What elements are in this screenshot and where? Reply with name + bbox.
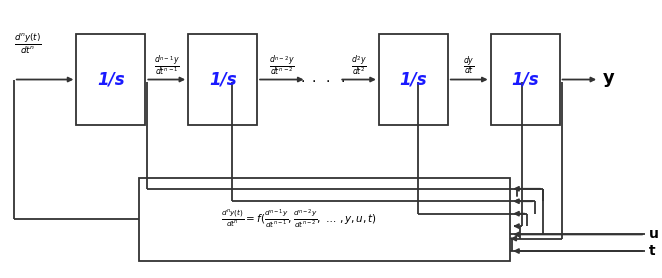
FancyBboxPatch shape (379, 34, 448, 125)
Text: $\mathbf{y}$: $\mathbf{y}$ (602, 71, 616, 88)
Text: $\frac{d^2y}{dt^2}$: $\frac{d^2y}{dt^2}$ (351, 54, 367, 77)
Text: 1/s: 1/s (209, 71, 236, 88)
Text: $\frac{d^{n-1}y}{dt^{n-1}}$: $\frac{d^{n-1}y}{dt^{n-1}}$ (154, 54, 179, 77)
FancyBboxPatch shape (76, 34, 146, 125)
Text: $\mathbf{t}$: $\mathbf{t}$ (648, 244, 657, 258)
Text: $\mathbf{u}$: $\mathbf{u}$ (648, 227, 659, 241)
Text: 1/s: 1/s (399, 71, 427, 88)
Text: 1/s: 1/s (511, 71, 539, 88)
Text: $\frac{d^{n-2}y}{dt^{n-2}}$: $\frac{d^{n-2}y}{dt^{n-2}}$ (269, 54, 295, 77)
FancyBboxPatch shape (491, 34, 559, 125)
Text: 1/s: 1/s (97, 71, 124, 88)
FancyBboxPatch shape (188, 34, 257, 125)
Text: $\cdot\ \cdot\ \cdot\ \cdot$: $\cdot\ \cdot\ \cdot\ \cdot$ (301, 73, 346, 86)
FancyBboxPatch shape (139, 178, 510, 261)
Text: $\frac{d^n y(t)}{dt^n}$: $\frac{d^n y(t)}{dt^n}$ (14, 32, 42, 56)
Text: $\frac{d^n y(t)}{dt^n} = f(\frac{d^{n-1}y}{dt^{n-1}}, \frac{d^{n-2}y}{dt^{n-2}},: $\frac{d^n y(t)}{dt^n} = f(\frac{d^{n-1}… (220, 208, 377, 230)
Text: $\frac{dy}{dt}$: $\frac{dy}{dt}$ (463, 54, 475, 77)
